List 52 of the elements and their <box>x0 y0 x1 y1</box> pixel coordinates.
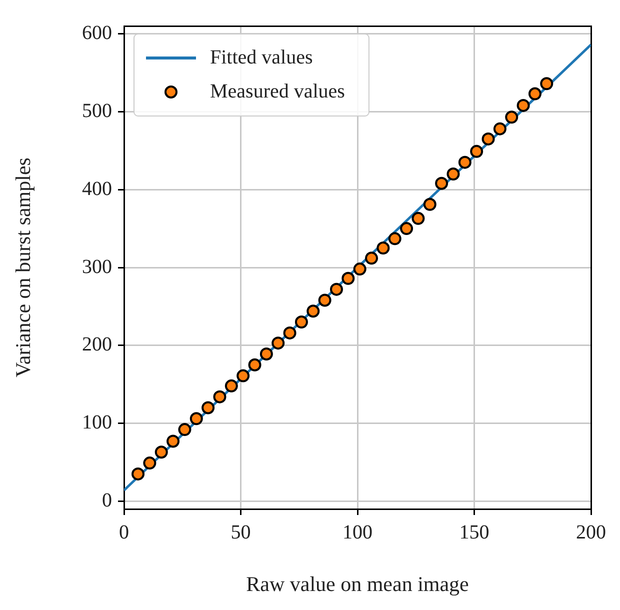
point <box>528 87 542 100</box>
point <box>178 423 192 436</box>
point <box>166 434 180 448</box>
point <box>190 412 203 426</box>
y-tick-label: 300 <box>82 256 112 278</box>
point <box>154 446 168 459</box>
point <box>493 122 506 136</box>
point <box>213 390 226 404</box>
point <box>283 326 296 340</box>
y-tick-label: 100 <box>82 412 112 434</box>
point <box>132 467 145 480</box>
x-tick-label: 50 <box>230 521 251 544</box>
legend-label: Fitted values <box>210 46 313 68</box>
y-tick-label: 400 <box>82 178 112 200</box>
point <box>236 369 250 382</box>
y-tick-label: 200 <box>82 334 112 356</box>
point <box>376 242 390 255</box>
point <box>318 294 332 307</box>
point <box>224 379 238 392</box>
point <box>353 262 366 276</box>
point <box>435 176 448 190</box>
point <box>248 358 262 372</box>
point <box>365 252 378 265</box>
point <box>260 347 273 360</box>
point <box>272 336 285 350</box>
point <box>412 212 425 225</box>
point <box>143 456 156 470</box>
point <box>388 232 402 246</box>
point <box>202 401 215 414</box>
point <box>400 222 414 236</box>
point <box>330 282 343 296</box>
y-axis-title: Variance on burst samples <box>11 158 36 378</box>
legend-label: Measured values <box>210 80 346 102</box>
x-tick-label: 0 <box>119 521 129 544</box>
x-tick-label: 200 <box>576 521 606 544</box>
y-tick-label: 600 <box>82 22 112 44</box>
x-axis-title: Raw value on mean image <box>246 572 469 596</box>
point <box>294 316 308 329</box>
x-tick-label: 100 <box>342 521 372 544</box>
point <box>306 304 320 318</box>
point <box>446 168 460 181</box>
point <box>470 144 484 158</box>
y-tick-label: 500 <box>82 100 112 122</box>
point <box>516 98 530 112</box>
point <box>540 77 554 90</box>
point <box>458 156 472 169</box>
point <box>423 198 436 211</box>
y-tick-label: 0 <box>102 489 112 512</box>
point <box>482 132 495 146</box>
point <box>505 110 518 124</box>
x-tick-label: 150 <box>459 521 490 544</box>
point <box>342 272 355 285</box>
